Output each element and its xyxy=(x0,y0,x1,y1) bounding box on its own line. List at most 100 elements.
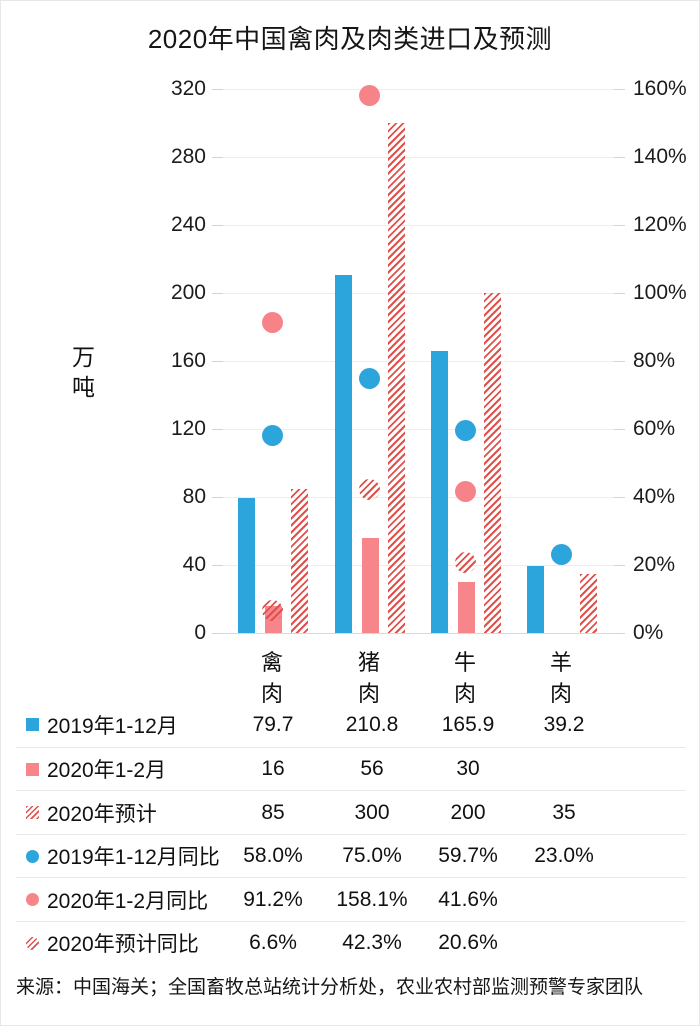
value-cell: 58.0% xyxy=(243,844,303,868)
dot-2019-yoy-猪肉 xyxy=(358,367,380,389)
value-cell: 210.8 xyxy=(345,712,399,736)
table-row: 2020年1-2月同比 91.2% 158.1% 41.6% xyxy=(16,877,686,922)
table-row: 2020年预计同比 6.6% 42.3% 20.6% xyxy=(16,920,686,966)
gridline xyxy=(223,633,614,634)
y2-axis-tick-label: 0% xyxy=(633,621,664,644)
y2-axis-tick xyxy=(614,633,625,634)
value-cell: 42.3% xyxy=(342,931,402,955)
row-label-text: 2019年1-12月 xyxy=(47,714,178,738)
dot-2020-forecast-yoy-猪肉 xyxy=(358,478,380,500)
y-axis-tick xyxy=(212,89,223,90)
y2-axis-tick xyxy=(614,565,625,566)
gridline xyxy=(223,89,614,90)
table-row: 2020年预计 85 300 200 35 xyxy=(16,790,686,835)
row-label: 2019年1-12月同比 xyxy=(26,841,220,871)
y2-axis-tick xyxy=(614,497,625,498)
dot-2020-janfeb-yoy-牛肉 xyxy=(454,481,476,503)
value-cell: 85 xyxy=(261,800,285,824)
value-cell: 75.0% xyxy=(342,844,402,868)
legend-pink-circle-icon xyxy=(26,893,39,907)
y-axis-tick xyxy=(212,361,223,362)
y2-axis-tick xyxy=(614,361,625,362)
y-axis-tick xyxy=(212,565,223,566)
dot-2019-yoy-羊肉 xyxy=(550,544,572,566)
value-cell: 56 xyxy=(360,757,384,781)
y2-axis-tick-label: 80% xyxy=(633,349,676,372)
row-label-text: 2020年预计 xyxy=(47,802,157,826)
dot-2020-janfeb-yoy-禽肉 xyxy=(261,312,283,334)
y2-axis-tick-label: 20% xyxy=(633,553,676,576)
x-axis-category-label: 牛肉 xyxy=(453,650,476,706)
y-axis-tick-label: 240 xyxy=(170,213,206,236)
y2-axis-tick xyxy=(614,293,625,294)
table-row: 2020年1-2月 16 56 30 xyxy=(16,746,686,792)
table-row: 2019年1-12月 79.7 210.8 165.9 39.2 xyxy=(16,703,686,747)
gridline xyxy=(223,361,614,362)
bar-2019-猪肉 xyxy=(335,274,352,633)
bar-2019-羊肉 xyxy=(527,566,544,633)
y2-axis-tick-label: 140% xyxy=(633,145,687,168)
value-cell: 30 xyxy=(456,757,480,781)
y-axis-tick xyxy=(212,497,223,498)
y-axis-tick-label: 280 xyxy=(170,145,206,168)
y-axis-tick xyxy=(212,157,223,158)
chart-title: 2020年中国禽肉及肉类进口及预测 xyxy=(147,24,553,54)
x-axis-category-label: 猪肉 xyxy=(357,650,380,706)
bar-2020-janfeb-牛肉 xyxy=(458,582,475,633)
legend-pink-square-icon xyxy=(26,762,39,776)
dot-2020-forecast-yoy-牛肉 xyxy=(454,552,476,574)
row-label-text: 2019年1-12月同比 xyxy=(47,846,220,870)
value-cell: 158.1% xyxy=(336,887,408,911)
value-cell: 165.9 xyxy=(441,712,495,736)
y2-axis-tick xyxy=(614,89,625,90)
bar-2020-forecast-禽肉 xyxy=(291,488,308,633)
x-axis-category-label: 羊肉 xyxy=(549,650,572,706)
dot-2019-yoy-禽肉 xyxy=(261,425,283,447)
y-axis-tick-label: 320 xyxy=(170,77,206,100)
bar-2020-janfeb-猪肉 xyxy=(362,537,379,633)
y-axis-tick xyxy=(212,429,223,430)
y-axis-tick-label: 120 xyxy=(170,417,206,440)
dot-2020-forecast-yoy-禽肉 xyxy=(261,600,283,622)
value-cell: 300 xyxy=(354,800,390,824)
row-label: 2019年1-12月 xyxy=(26,710,178,740)
row-label: 2020年预计 xyxy=(26,798,157,828)
y2-axis-tick-label: 120% xyxy=(633,213,687,236)
y2-axis-tick-label: 60% xyxy=(633,417,676,440)
value-cell: 200 xyxy=(450,800,486,824)
value-cell: 23.0% xyxy=(534,844,594,868)
value-cell: 20.6% xyxy=(438,931,498,955)
gridline xyxy=(223,293,614,294)
y2-axis-tick-label: 100% xyxy=(633,281,687,304)
dot-2019-yoy-牛肉 xyxy=(454,419,476,441)
value-cell: 35 xyxy=(552,800,576,824)
value-cell: 41.6% xyxy=(438,887,498,911)
value-cell: 6.6% xyxy=(249,931,297,955)
legend-blue-square-icon xyxy=(26,718,39,732)
value-cell: 39.2 xyxy=(543,712,585,736)
gridline xyxy=(223,429,614,430)
value-cell: 59.7% xyxy=(438,844,498,868)
bar-2020-forecast-羊肉 xyxy=(580,573,597,633)
bar-2020-forecast-猪肉 xyxy=(388,123,405,633)
y2-axis-tick xyxy=(614,157,625,158)
legend-blue-circle-icon xyxy=(26,849,39,863)
y2-axis-tick-label: 160% xyxy=(633,77,687,100)
table-row: 2019年1-12月同比 58.0% 75.0% 59.7% 23.0% xyxy=(16,833,686,879)
value-cell: 16 xyxy=(261,757,285,781)
row-label: 2020年预计同比 xyxy=(26,928,199,958)
gridline xyxy=(223,497,614,498)
bar-2020-forecast-牛肉 xyxy=(484,293,501,633)
row-label: 2020年1-2月同比 xyxy=(26,885,208,915)
bar-2019-禽肉 xyxy=(238,497,255,633)
gridline xyxy=(223,225,614,226)
y-axis-tick xyxy=(212,293,223,294)
y-axis-tick xyxy=(212,225,223,226)
value-cell: 79.7 xyxy=(252,712,294,736)
y-axis-tick-label: 40 xyxy=(182,553,206,576)
row-label-text: 2020年1-2月同比 xyxy=(47,889,209,913)
y-axis-tick-label: 160 xyxy=(170,349,206,372)
y2-axis-tick xyxy=(614,225,625,226)
source-note: 来源：中国海关；全国畜牧总站统计分析处，农业农村部监测预警专家团队 xyxy=(16,977,644,998)
y2-axis-tick-label: 40% xyxy=(633,485,676,508)
